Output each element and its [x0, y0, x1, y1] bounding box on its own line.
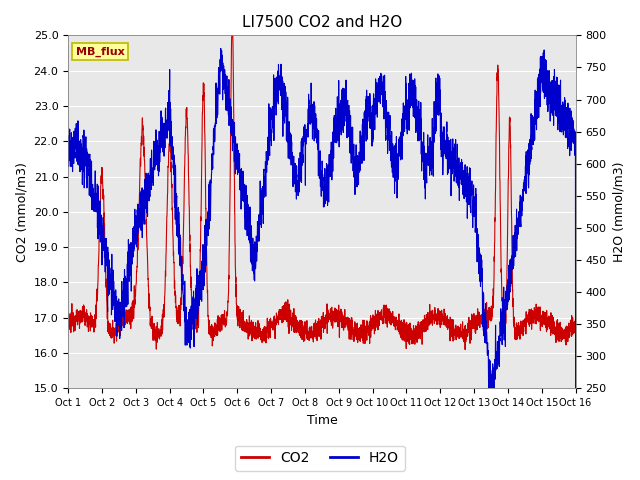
X-axis label: Time: Time: [307, 414, 337, 427]
Y-axis label: H2O (mmol/m3): H2O (mmol/m3): [612, 162, 625, 262]
Title: LI7500 CO2 and H2O: LI7500 CO2 and H2O: [242, 15, 402, 30]
Y-axis label: CO2 (mmol/m3): CO2 (mmol/m3): [15, 162, 28, 262]
Text: MB_flux: MB_flux: [76, 47, 125, 57]
Legend: CO2, H2O: CO2, H2O: [236, 445, 404, 471]
